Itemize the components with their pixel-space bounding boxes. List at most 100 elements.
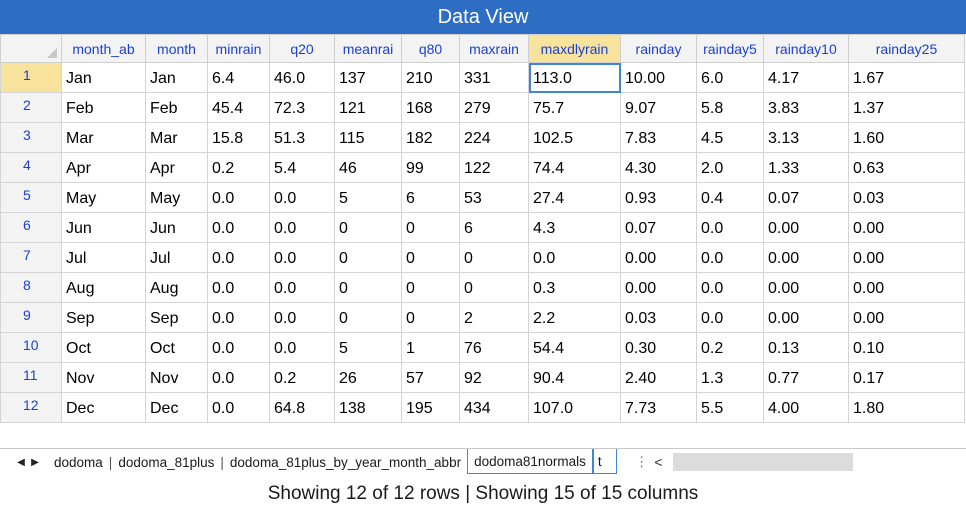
table-cell[interactable]: 6 bbox=[459, 212, 529, 243]
table-cell[interactable]: 0 bbox=[334, 212, 402, 243]
table-cell[interactable]: 0.0 bbox=[696, 242, 764, 273]
table-cell[interactable]: Jul bbox=[61, 242, 146, 273]
column-header-rainday[interactable]: rainday bbox=[620, 34, 697, 63]
table-cell[interactable]: 1 bbox=[401, 332, 460, 363]
table-cell[interactable]: 195 bbox=[401, 392, 460, 423]
table-cell[interactable]: 3.13 bbox=[763, 122, 849, 153]
table-cell[interactable]: 92 bbox=[459, 362, 529, 393]
column-header-maxrain[interactable]: maxrain bbox=[459, 34, 529, 63]
table-cell[interactable]: May bbox=[145, 182, 208, 213]
table-cell[interactable]: 224 bbox=[459, 122, 529, 153]
table-cell[interactable]: 137 bbox=[334, 62, 402, 93]
column-header-month-ab[interactable]: month_ab bbox=[61, 34, 146, 63]
table-cell[interactable]: 0.30 bbox=[620, 332, 697, 363]
table-cell[interactable]: Oct bbox=[61, 332, 146, 363]
table-cell[interactable]: 0.2 bbox=[207, 152, 270, 183]
table-cell[interactable]: 0.03 bbox=[848, 182, 965, 213]
table-cell[interactable]: 0.0 bbox=[269, 272, 335, 303]
column-header-maxdlyrain[interactable]: maxdlyrain bbox=[528, 34, 621, 63]
table-cell[interactable]: 0 bbox=[459, 272, 529, 303]
table-cell[interactable]: May bbox=[61, 182, 146, 213]
table-cell[interactable]: 0.00 bbox=[848, 302, 965, 333]
table-cell[interactable]: 1.60 bbox=[848, 122, 965, 153]
table-cell[interactable]: 2 bbox=[459, 302, 529, 333]
table-cell[interactable]: 0 bbox=[334, 302, 402, 333]
tab-overflow-icon[interactable]: ⋮ bbox=[634, 454, 649, 469]
table-cell[interactable]: 279 bbox=[459, 92, 529, 123]
table-cell[interactable]: 0.07 bbox=[620, 212, 697, 243]
table-cell[interactable]: Mar bbox=[145, 122, 208, 153]
table-cell[interactable]: 0.0 bbox=[207, 362, 270, 393]
table-cell[interactable]: Nov bbox=[145, 362, 208, 393]
table-cell[interactable]: 0 bbox=[401, 272, 460, 303]
row-number[interactable]: 12 bbox=[0, 392, 62, 423]
table-cell[interactable]: 0.4 bbox=[696, 182, 764, 213]
table-cell[interactable]: 26 bbox=[334, 362, 402, 393]
table-cell[interactable]: 76 bbox=[459, 332, 529, 363]
column-header-meanrai[interactable]: meanrai bbox=[334, 34, 402, 63]
table-cell[interactable]: 0.2 bbox=[696, 332, 764, 363]
table-cell[interactable]: 4.30 bbox=[620, 152, 697, 183]
table-cell[interactable]: Dec bbox=[61, 392, 146, 423]
table-cell[interactable]: 0 bbox=[459, 242, 529, 273]
row-number[interactable]: 4 bbox=[0, 152, 62, 183]
table-cell[interactable]: 121 bbox=[334, 92, 402, 123]
column-header-rainday25[interactable]: rainday25 bbox=[848, 34, 965, 63]
table-cell[interactable]: 0.0 bbox=[696, 302, 764, 333]
table-cell[interactable]: Apr bbox=[61, 152, 146, 183]
table-cell[interactable]: 75.7 bbox=[528, 92, 621, 123]
table-cell[interactable]: 6.0 bbox=[696, 62, 764, 93]
table-cell[interactable]: Feb bbox=[145, 92, 208, 123]
table-cell[interactable]: 0.0 bbox=[269, 332, 335, 363]
table-cell[interactable]: 0.0 bbox=[207, 272, 270, 303]
triangle-left-icon[interactable]: ◀ bbox=[17, 456, 25, 468]
table-cell[interactable]: 2.0 bbox=[696, 152, 764, 183]
row-number[interactable]: 3 bbox=[0, 122, 62, 153]
table-cell[interactable]: Jun bbox=[145, 212, 208, 243]
row-number[interactable]: 9 bbox=[0, 302, 62, 333]
table-cell[interactable]: 0.0 bbox=[696, 272, 764, 303]
table-cell[interactable]: 57 bbox=[401, 362, 460, 393]
table-cell[interactable]: 4.5 bbox=[696, 122, 764, 153]
table-cell[interactable]: 0.00 bbox=[620, 272, 697, 303]
table-cell[interactable]: 90.4 bbox=[528, 362, 621, 393]
table-cell[interactable]: Oct bbox=[145, 332, 208, 363]
table-cell[interactable]: 210 bbox=[401, 62, 460, 93]
table-cell[interactable]: Feb bbox=[61, 92, 146, 123]
column-header-q80[interactable]: q80 bbox=[401, 34, 460, 63]
column-header-q20[interactable]: q20 bbox=[269, 34, 335, 63]
data-grid-container[interactable]: month_ab month minrain q20 meanrai q80 maxrain… bbox=[0, 34, 966, 428]
table-cell[interactable]: 7.83 bbox=[620, 122, 697, 153]
row-number[interactable]: 10 bbox=[0, 332, 62, 363]
row-number[interactable]: 6 bbox=[0, 212, 62, 243]
table-cell[interactable]: 0.0 bbox=[207, 182, 270, 213]
table-cell[interactable]: 64.8 bbox=[269, 392, 335, 423]
table-cell[interactable]: Jun bbox=[61, 212, 146, 243]
table-cell[interactable]: 0.0 bbox=[207, 302, 270, 333]
horizontal-scrollbar-thumb[interactable] bbox=[672, 453, 853, 471]
row-number[interactable]: 1 bbox=[0, 62, 62, 93]
table-cell[interactable]: 1.67 bbox=[848, 62, 965, 93]
table-cell[interactable]: Aug bbox=[145, 272, 208, 303]
table-cell[interactable]: 102.5 bbox=[528, 122, 621, 153]
table-cell[interactable]: 0.0 bbox=[207, 242, 270, 273]
table-cell[interactable]: 3.83 bbox=[763, 92, 849, 123]
table-cell[interactable]: 0 bbox=[334, 272, 402, 303]
table-cell[interactable]: Mar bbox=[61, 122, 146, 153]
table-cell[interactable]: 15.8 bbox=[207, 122, 270, 153]
table-cell[interactable]: 0.2 bbox=[269, 362, 335, 393]
table-cell[interactable]: 10.00 bbox=[620, 62, 697, 93]
sheet-tab-dodoma-81plus[interactable]: dodoma_81plus bbox=[118, 454, 215, 470]
table-cell[interactable]: Aug bbox=[61, 272, 146, 303]
table-cell[interactable]: Jan bbox=[145, 62, 208, 93]
table-cell[interactable]: 0.0 bbox=[269, 212, 335, 243]
table-cell[interactable]: 0.0 bbox=[207, 392, 270, 423]
table-cell[interactable]: 0.17 bbox=[848, 362, 965, 393]
table-cell[interactable]: 5.5 bbox=[696, 392, 764, 423]
row-number[interactable]: 11 bbox=[0, 362, 62, 393]
table-cell[interactable]: 72.3 bbox=[269, 92, 335, 123]
table-cell[interactable]: 5 bbox=[334, 182, 402, 213]
table-cell[interactable]: 0.0 bbox=[207, 332, 270, 363]
table-cell[interactable]: 0.07 bbox=[763, 182, 849, 213]
table-cell[interactable]: 434 bbox=[459, 392, 529, 423]
